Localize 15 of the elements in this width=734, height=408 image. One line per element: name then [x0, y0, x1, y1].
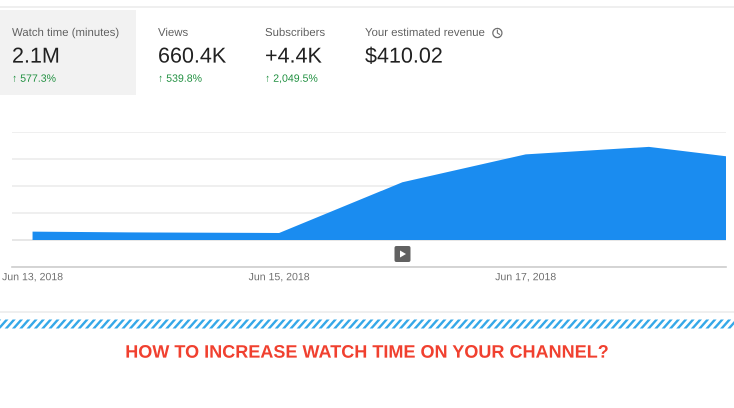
text: HOW TO INCREASE WATCH TIME ON YOUR CHANNEL?: [126, 345, 608, 358]
text: $410.02: [365, 46, 442, 64]
x-tick-label: Jun 13, 2018: [2, 272, 63, 282]
text: +4.4K: [266, 48, 322, 63]
x-tick-label: Jun 15, 2018: [248, 272, 310, 282]
text: Watch time (minutes): [12, 28, 118, 38]
text: Views: [158, 28, 188, 36]
text: ↑ 577.3%: [13, 74, 56, 82]
text: 660.4K: [159, 48, 226, 63]
text: ↑ 2,049.5%: [266, 74, 318, 84]
text: Subscribers: [266, 28, 325, 36]
x-tick-label: Jun 17, 2018: [495, 272, 556, 282]
text: 2.1M: [13, 48, 58, 63]
text: ↑ 539.8%: [159, 74, 202, 82]
text: Your estimated revenue: [365, 28, 484, 36]
